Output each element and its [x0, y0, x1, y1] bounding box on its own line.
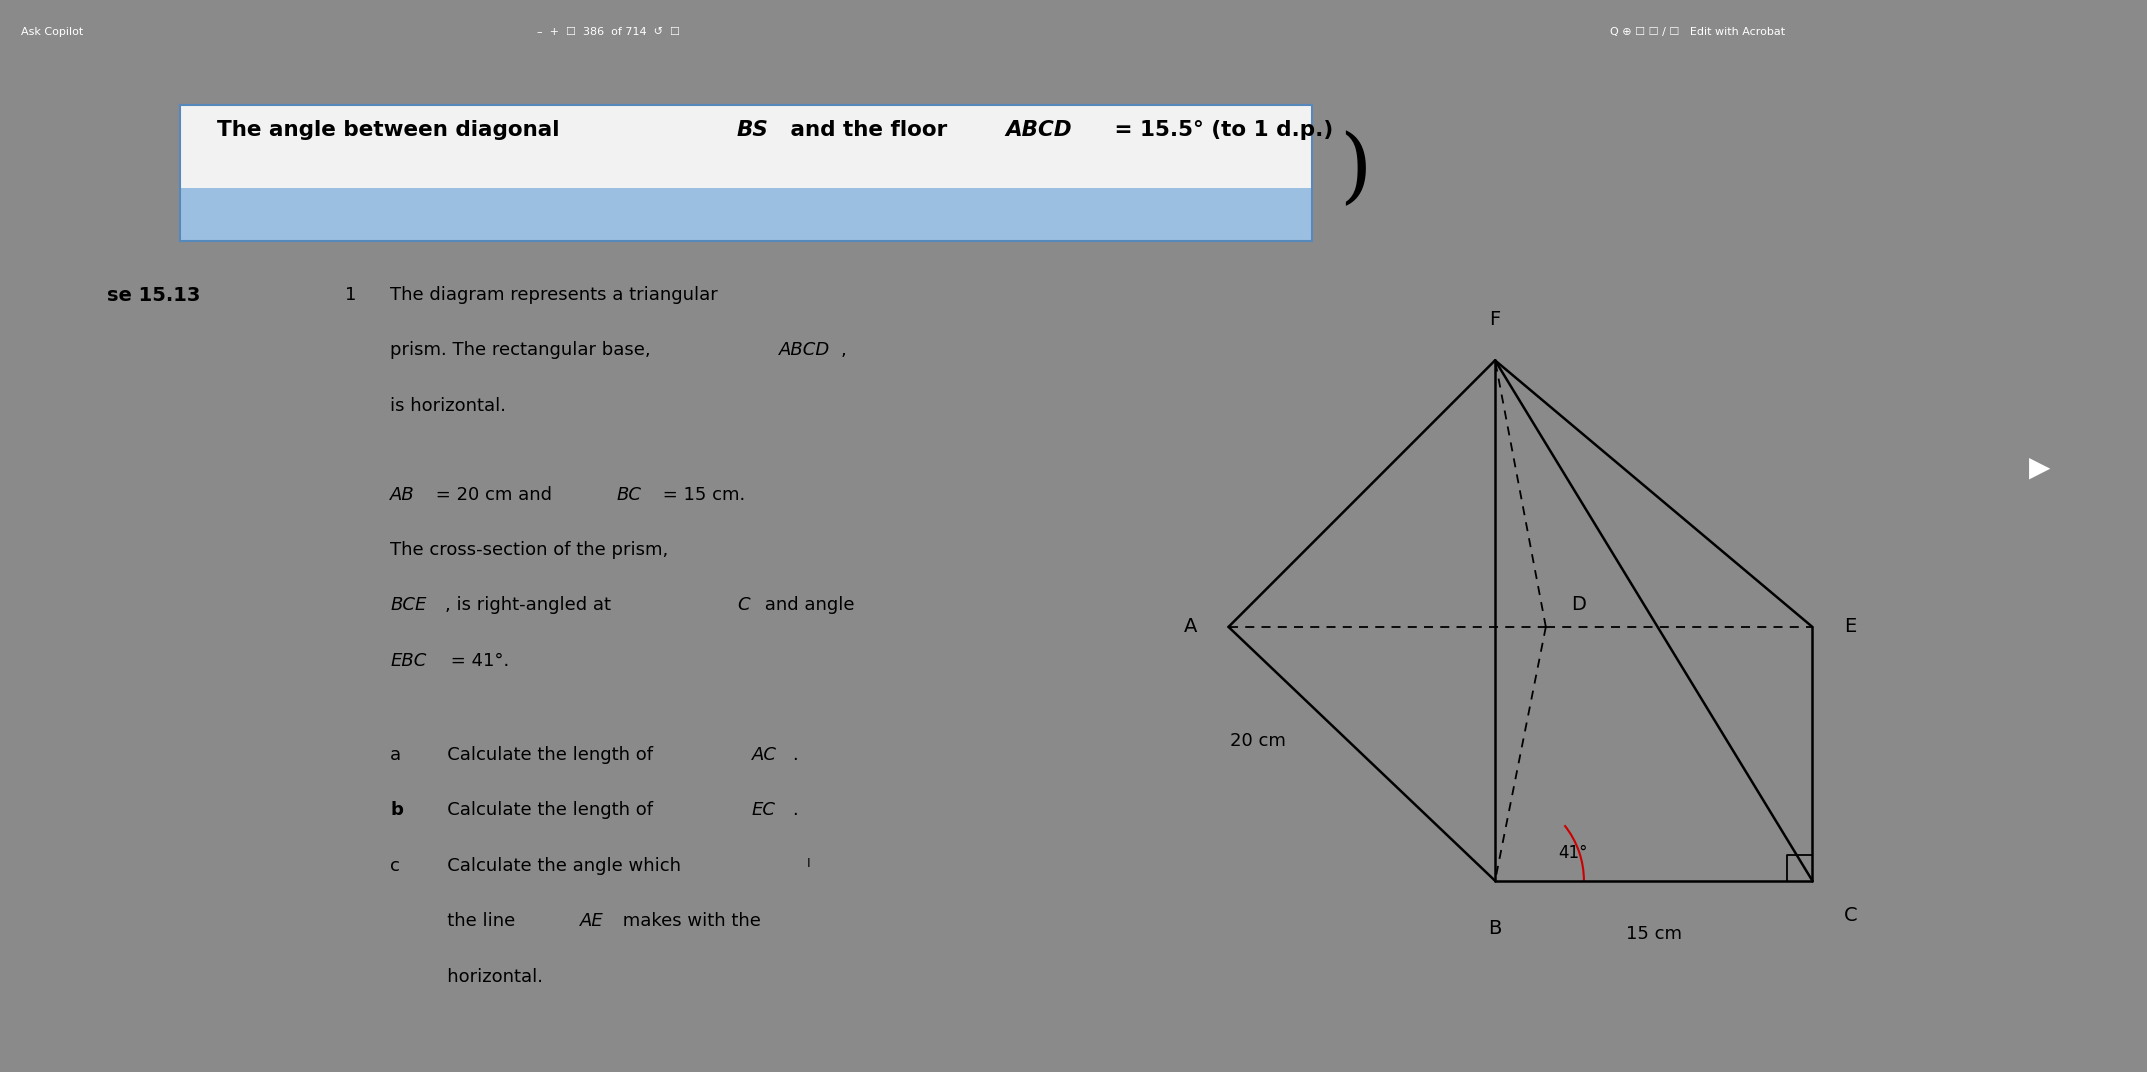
FancyBboxPatch shape [180, 105, 1312, 191]
Text: C: C [1844, 906, 1857, 925]
Text: BCE: BCE [391, 596, 427, 614]
Text: The angle between diagonal: The angle between diagonal [217, 120, 567, 139]
Text: BS: BS [736, 120, 769, 139]
Text: the line: the line [429, 912, 522, 930]
Text: Q ⊕ ☐ ☐ / ☐   Edit with Acrobat: Q ⊕ ☐ ☐ / ☐ Edit with Acrobat [1610, 27, 1786, 38]
Text: C: C [736, 596, 749, 614]
Text: Calculate the angle which: Calculate the angle which [429, 857, 681, 875]
Text: = 15 cm.: = 15 cm. [657, 486, 745, 504]
Text: se 15.13: se 15.13 [107, 286, 200, 306]
Text: AE: AE [580, 912, 603, 930]
Text: F: F [1490, 310, 1501, 329]
Text: horizontal.: horizontal. [429, 968, 543, 986]
Text: = 15.5° (to 1 d.p.): = 15.5° (to 1 d.p.) [1108, 120, 1333, 139]
Text: 1: 1 [344, 286, 356, 304]
Text: 15 cm: 15 cm [1625, 925, 1681, 943]
Text: B: B [1488, 919, 1501, 938]
Text: EC: EC [751, 802, 775, 819]
FancyBboxPatch shape [180, 189, 1312, 241]
Text: –  +  ☐  386  of 714  ↺  ☐: – + ☐ 386 of 714 ↺ ☐ [537, 27, 681, 38]
Text: D: D [1572, 595, 1587, 614]
Text: a: a [391, 746, 401, 764]
Text: = 20 cm and: = 20 cm and [429, 486, 558, 504]
Text: and angle: and angle [758, 596, 855, 614]
Text: A: A [1183, 617, 1196, 637]
Text: .: . [792, 746, 797, 764]
Text: ▶: ▶ [2029, 453, 2050, 481]
Text: , is right-angled at: , is right-angled at [444, 596, 616, 614]
Text: EBC: EBC [391, 652, 427, 670]
Text: is horizontal.: is horizontal. [391, 397, 507, 415]
Text: E: E [1844, 617, 1857, 637]
Text: ABCD: ABCD [779, 341, 831, 359]
Text: = 41°.: = 41°. [444, 652, 509, 670]
Text: Ask Copilot: Ask Copilot [21, 27, 84, 38]
Text: ,: , [842, 341, 846, 359]
Text: I: I [807, 857, 809, 869]
Text: b: b [391, 802, 404, 819]
Text: and the floor: and the floor [782, 120, 953, 139]
Text: ABCD: ABCD [1005, 120, 1071, 139]
Text: AC: AC [751, 746, 777, 764]
Text: BC: BC [616, 486, 642, 504]
Text: The cross-section of the prism,: The cross-section of the prism, [391, 541, 668, 559]
Text: Calculate the length of: Calculate the length of [429, 746, 659, 764]
Text: 20 cm: 20 cm [1230, 732, 1286, 750]
Text: AB: AB [391, 486, 414, 504]
Text: makes with the: makes with the [616, 912, 760, 930]
Text: c: c [391, 857, 399, 875]
Text: The diagram represents a triangular: The diagram represents a triangular [391, 286, 717, 304]
Text: 41°: 41° [1559, 844, 1589, 862]
Text: .: . [792, 802, 797, 819]
Text: prism. The rectangular base,: prism. The rectangular base, [391, 341, 657, 359]
Text: ): ) [1340, 130, 1372, 210]
Text: Calculate the length of: Calculate the length of [429, 802, 659, 819]
